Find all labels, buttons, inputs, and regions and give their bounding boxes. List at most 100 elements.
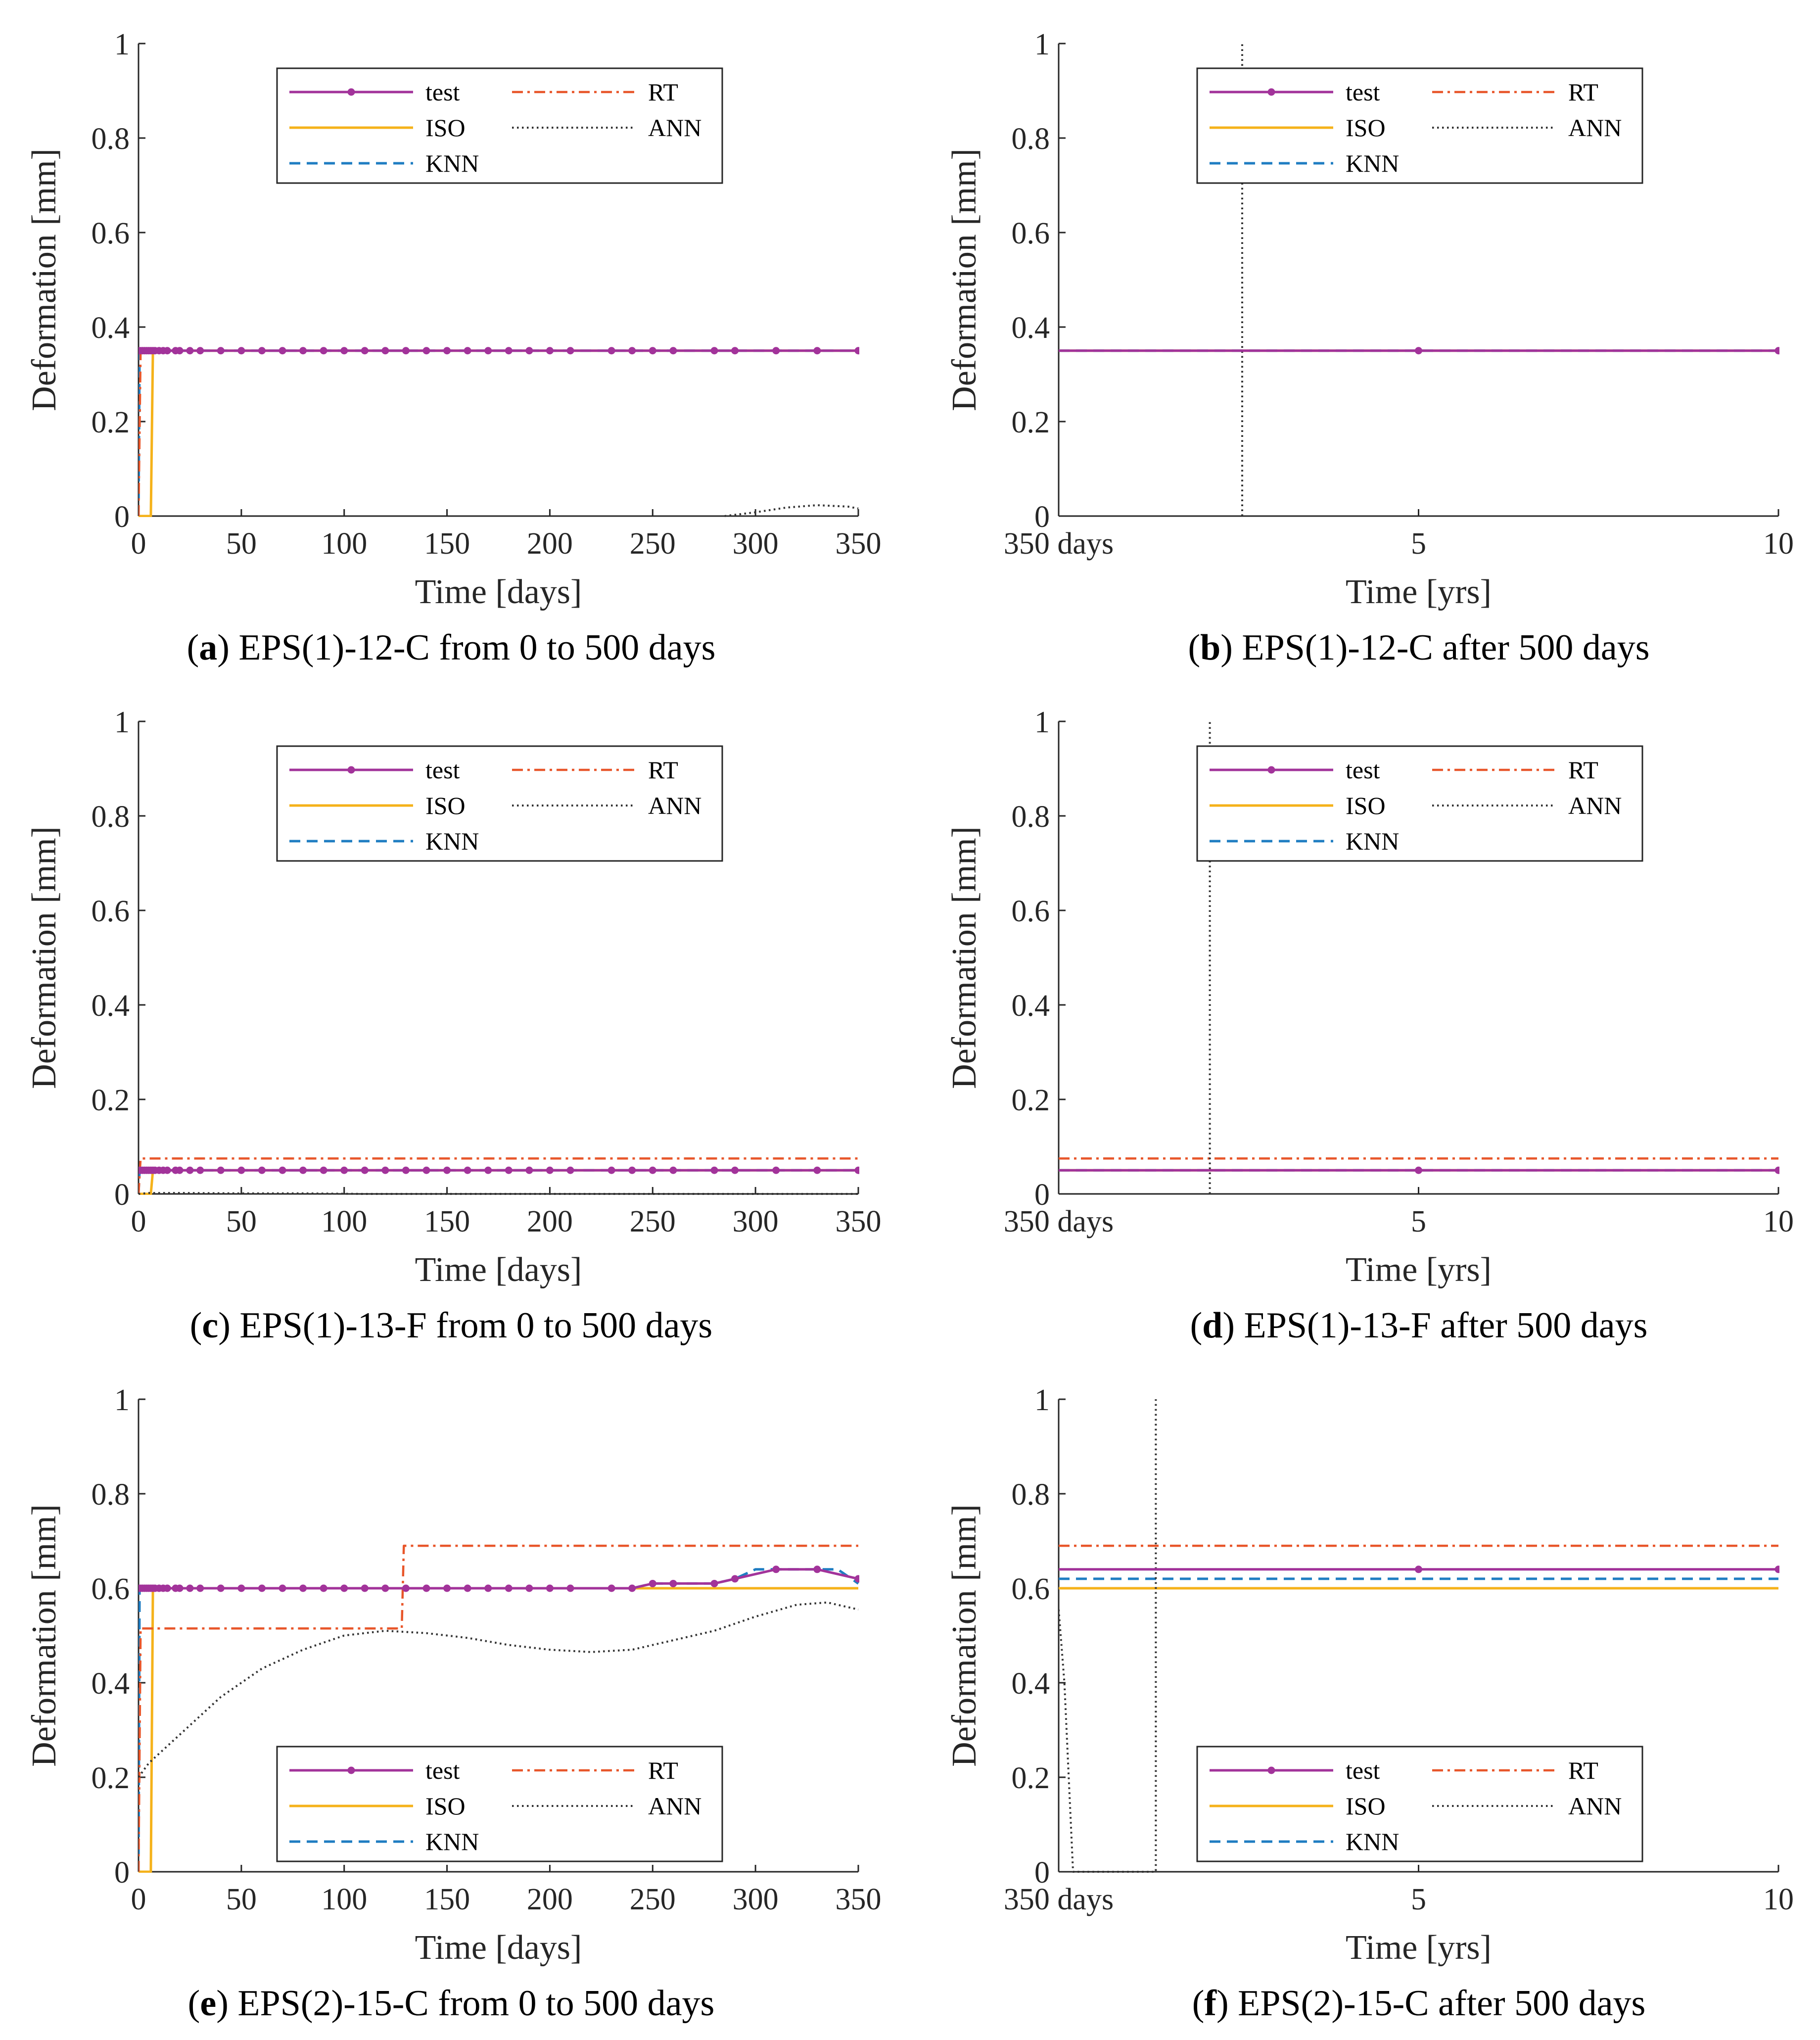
legend-label-ann: ANN — [1568, 1792, 1622, 1820]
test-data-point — [237, 347, 245, 355]
x-tick-label: 350 — [836, 1883, 882, 1916]
test-data-point — [1774, 1566, 1779, 1573]
plot-area — [1059, 44, 1779, 516]
legend: test RT ISO ANN KNN — [276, 745, 723, 862]
legend-marker-test — [1267, 766, 1275, 774]
caption-letter: e — [200, 1983, 216, 2024]
test-data-point — [361, 1584, 369, 1592]
test-data-point — [1415, 347, 1422, 355]
chart-panel-c: 0 0.2 0.4 0.6 0.8 1 0 50 100 150 200 250 300 350 Time … — [25, 706, 882, 1346]
legend-label-knn: KNN — [1346, 149, 1399, 177]
test-data-point — [813, 347, 821, 355]
test-data-point — [381, 347, 389, 355]
test-data-point — [505, 1166, 513, 1174]
test-data-point — [279, 347, 286, 355]
y-axis-label: Deformation [mm] — [25, 826, 63, 1089]
y-axis-label: Deformation [mm] — [25, 148, 63, 411]
y-axis-label: Deformation [mm] — [945, 826, 983, 1089]
x-tick-label: 300 — [733, 1205, 779, 1238]
test-data-point — [628, 1584, 636, 1592]
legend: test RT ISO ANN KNN — [1196, 745, 1643, 862]
test-data-point — [628, 1166, 636, 1174]
series-line-ann — [724, 504, 859, 517]
chart-panel-e: 0 0.2 0.4 0.6 0.8 1 0 50 100 150 200 250 300 350 Time … — [25, 1383, 882, 2024]
caption-title: ) EPS(1)-12-C from 0 to 500 days — [217, 627, 715, 668]
y-tick-label: 0.6 — [1012, 1572, 1050, 1606]
caption-letter: b — [1200, 627, 1220, 668]
legend-label-test: test — [425, 756, 460, 784]
test-data-point — [464, 1166, 471, 1174]
legend-label-test: test — [1346, 756, 1380, 784]
legend-label-iso: ISO — [425, 1792, 466, 1820]
test-data-point — [731, 1575, 739, 1583]
test-data-point — [299, 1166, 307, 1174]
x-tick-label: 250 — [630, 1883, 676, 1916]
test-data-point — [422, 347, 430, 355]
legend-label-iso: ISO — [425, 792, 466, 819]
y-tick-label: 0.8 — [92, 1478, 130, 1512]
test-data-point — [464, 1584, 471, 1592]
test-data-point — [186, 347, 194, 355]
x-tick-label: 350 — [836, 527, 882, 561]
y-tick-label: 0.2 — [92, 406, 130, 439]
test-data-point — [196, 1166, 204, 1174]
test-data-point — [772, 1166, 780, 1174]
test-data-point — [628, 347, 636, 355]
panel-caption: (c) EPS(1)-13-F from 0 to 500 days — [190, 1305, 712, 1346]
x-tick-label: 0 — [131, 527, 146, 561]
test-data-point — [484, 347, 492, 355]
y-tick-label: 0 — [1034, 1178, 1050, 1212]
chart-panel-b: 0 0.2 0.4 0.6 0.8 1 350 days 5 10 Time [yrs] Defor… — [945, 28, 1794, 668]
legend-marker-test — [347, 88, 355, 96]
x-axis-label: Time [yrs] — [1346, 1929, 1492, 1967]
y-tick-label: 1 — [114, 706, 130, 739]
y-tick-label: 1 — [114, 1383, 130, 1417]
test-data-point — [546, 1584, 554, 1592]
x-tick-label: 300 — [733, 1883, 779, 1916]
y-tick-label: 0 — [114, 500, 130, 534]
test-data-point — [1774, 347, 1779, 355]
x-tick-label: 50 — [226, 1205, 257, 1238]
series-line-ann — [1059, 1399, 1157, 1873]
legend: test RT ISO ANN KNN — [276, 67, 723, 184]
x-axis-label: Time [days] — [415, 1929, 582, 1967]
legend-label-iso: ISO — [1346, 792, 1386, 819]
test-data-point — [320, 1166, 327, 1174]
legend-marker-test — [347, 1766, 355, 1774]
test-data-point — [340, 347, 348, 355]
legend-label-knn: KNN — [425, 827, 479, 855]
chart-panel-f: 0 0.2 0.4 0.6 0.8 1 350 days 5 10 Time [yrs] Defor… — [945, 1383, 1794, 2024]
plot-area — [139, 1544, 859, 1873]
test-data-point — [854, 1575, 859, 1583]
test-data-point — [649, 1579, 656, 1587]
y-tick-label: 0 — [1034, 500, 1050, 534]
chart-panel-a: 0 0.2 0.4 0.6 0.8 1 0 50 100 150 200 250 300 350 Time … — [25, 28, 882, 668]
legend-label-iso: ISO — [425, 114, 466, 142]
test-data-point — [176, 1584, 184, 1592]
x-tick-label: 200 — [527, 527, 573, 561]
test-data-point — [196, 1584, 204, 1592]
x-tick-label: 150 — [424, 1205, 470, 1238]
test-data-point — [443, 1584, 451, 1592]
test-data-point — [649, 1166, 656, 1174]
y-tick-label: 0.2 — [1012, 406, 1050, 439]
test-data-point — [186, 1584, 194, 1592]
y-tick-label: 1 — [114, 28, 130, 61]
test-data-point — [186, 1166, 194, 1174]
x-tick-label: 200 — [527, 1883, 573, 1916]
legend-label-test: test — [425, 1756, 460, 1784]
x-tick-label: 10 — [1763, 1883, 1794, 1916]
test-data-point — [1415, 1166, 1422, 1174]
test-data-point — [525, 347, 533, 355]
legend-label-rt: RT — [648, 756, 678, 784]
test-data-point — [196, 347, 204, 355]
test-data-point — [340, 1166, 348, 1174]
x-tick-label: 10 — [1763, 527, 1794, 561]
test-data-point — [710, 1579, 718, 1587]
test-data-point — [710, 1166, 718, 1174]
y-tick-label: 0.4 — [92, 311, 130, 345]
y-tick-label: 0.2 — [1012, 1084, 1050, 1117]
legend-label-iso: ISO — [1346, 1792, 1386, 1820]
legend-label-ann: ANN — [648, 792, 701, 819]
